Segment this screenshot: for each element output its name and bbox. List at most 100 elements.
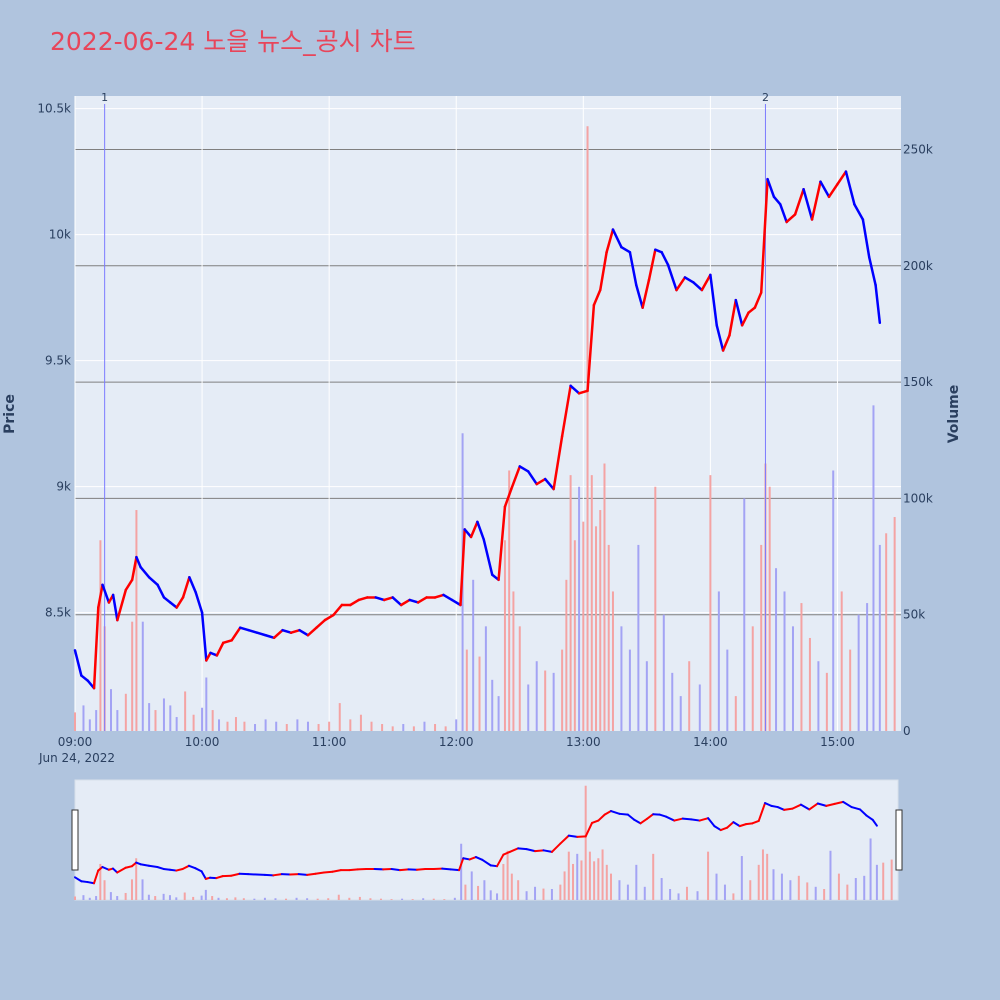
mini-volume-bar — [168, 895, 171, 900]
y-tick-label: 9k — [56, 480, 71, 494]
y-tick-label: 9.5k — [45, 354, 71, 368]
mini-price-segment — [732, 821, 741, 828]
price-segment — [836, 170, 848, 186]
mini-price-segment — [783, 807, 794, 811]
volume-bar — [893, 517, 896, 731]
price-segment — [306, 626, 318, 637]
y2-tick-label: 150k — [903, 375, 933, 389]
mini-price-segment — [542, 849, 553, 853]
main-plot-area[interactable] — [75, 96, 901, 731]
mini-price-segment — [559, 834, 570, 845]
price-segment — [205, 651, 212, 662]
volume-bar — [573, 540, 576, 731]
range-slider[interactable] — [74, 779, 899, 901]
volume-bar — [264, 719, 267, 731]
y2-tick-label: 100k — [903, 491, 933, 505]
volume-bar — [783, 591, 786, 731]
mini-price-segment — [468, 856, 477, 861]
price-segment — [599, 250, 608, 292]
price-segment — [442, 593, 454, 602]
mini-volume-bar — [470, 871, 473, 900]
y-tick-label: 10.5k — [37, 102, 71, 116]
mini-price-segment — [658, 813, 667, 818]
mini-volume-bar — [605, 864, 608, 900]
volume-bar — [832, 470, 835, 731]
mini-price-segment — [764, 802, 773, 807]
range-slider-right-handle[interactable] — [895, 809, 903, 871]
price-segment — [779, 203, 788, 224]
volume-bar — [434, 724, 437, 731]
volume-bar — [275, 721, 278, 731]
volume-bar — [603, 463, 606, 731]
volume-bar — [218, 719, 221, 731]
mini-volume-bar — [204, 889, 207, 900]
news-marker-label: 1 — [101, 91, 108, 104]
price-segment — [222, 639, 233, 645]
mini-price-segment — [664, 815, 676, 822]
mini-price-segment — [698, 817, 710, 822]
mini-volume-bar — [635, 864, 638, 900]
range-slider-left-handle[interactable] — [71, 809, 79, 871]
mini-volume-bar — [510, 873, 513, 900]
mini-volume-bar — [542, 888, 545, 900]
mini-price-segment — [181, 864, 190, 870]
mini-price-segment — [591, 819, 600, 824]
price-segment — [194, 591, 204, 614]
price-segment — [169, 601, 178, 609]
mini-volume-bar — [597, 858, 600, 900]
price-segment — [416, 596, 428, 604]
mini-price-segment — [597, 813, 606, 822]
price-segment — [611, 228, 623, 249]
range-slider-volume — [74, 785, 893, 900]
price-segment — [793, 187, 805, 216]
volume-bar — [578, 486, 581, 731]
mini-volume-bar — [517, 880, 520, 900]
volume-bar — [254, 724, 257, 731]
volume-bar — [205, 677, 208, 731]
mini-price-segment — [757, 802, 767, 822]
volume-bar — [184, 691, 187, 731]
mini-price-segment — [390, 867, 401, 872]
price-segment — [238, 626, 250, 632]
mini-volume-bar — [696, 891, 699, 900]
volume-bar — [825, 672, 828, 731]
x-tick-label: 13:00 — [566, 735, 601, 749]
price-segment — [766, 177, 776, 199]
price-segment — [459, 528, 466, 607]
mini-volume-bar — [88, 897, 91, 900]
mini-price-segment — [751, 819, 760, 825]
price-segment — [620, 245, 632, 254]
volume-bar — [491, 679, 494, 731]
mini-volume-bar — [443, 899, 446, 900]
mini-volume-bar — [588, 851, 591, 900]
mini-price-segment — [808, 802, 819, 811]
price-axis: 8.5k 9k 9.5k 10k 10.5k — [37, 102, 71, 620]
price-segment — [861, 218, 871, 259]
y2-tick-label: 200k — [903, 259, 933, 273]
mini-price-segment — [462, 857, 471, 861]
volume-bar — [234, 717, 237, 731]
range-slider-price — [74, 800, 878, 885]
price-segment — [391, 596, 403, 607]
mini-price-segment — [610, 810, 621, 815]
volume-bar — [478, 656, 481, 731]
mini-volume-bar — [82, 895, 85, 900]
price-segment — [844, 170, 856, 206]
mini-volume-bar — [432, 898, 435, 900]
mini-price-segment — [272, 873, 283, 877]
mini-price-segment — [508, 847, 520, 853]
price-segment — [463, 528, 473, 539]
mini-volume-bar — [814, 886, 817, 900]
y2-tick-label: 250k — [903, 142, 933, 156]
price-segment — [518, 465, 530, 473]
mini-price-segment — [525, 848, 537, 853]
volume-bar — [808, 637, 811, 731]
volume-bar — [175, 717, 178, 731]
volume-bar — [679, 696, 682, 731]
volume-bar — [243, 721, 246, 731]
price-segment — [759, 177, 769, 294]
volume-bar — [775, 568, 778, 731]
mini-volume-bar — [766, 853, 769, 900]
mini-price-segment — [481, 858, 492, 867]
price-segment — [666, 263, 678, 292]
